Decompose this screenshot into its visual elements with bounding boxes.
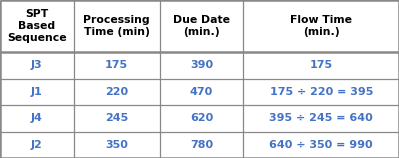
Text: 175: 175 [105,60,128,70]
Text: 175: 175 [310,60,333,70]
Text: 470: 470 [190,87,213,97]
Text: Flow Time
(min.): Flow Time (min.) [290,15,352,37]
Text: J3: J3 [31,60,43,70]
Text: 245: 245 [105,113,128,123]
Text: 175 ÷ 220 = 395: 175 ÷ 220 = 395 [269,87,373,97]
Text: 620: 620 [190,113,213,123]
Text: 395 ÷ 245 = 640: 395 ÷ 245 = 640 [269,113,373,123]
Text: 780: 780 [190,140,213,150]
Text: J4: J4 [31,113,43,123]
Text: 390: 390 [190,60,213,70]
Text: 350: 350 [105,140,128,150]
Text: J2: J2 [31,140,43,150]
Text: 220: 220 [105,87,128,97]
Text: SPT
Based
Sequence: SPT Based Sequence [7,9,67,43]
Text: J1: J1 [31,87,43,97]
Text: Processing
Time (min): Processing Time (min) [83,15,150,37]
Text: Due Date
(min.): Due Date (min.) [173,15,230,37]
Text: 640 ÷ 350 = 990: 640 ÷ 350 = 990 [269,140,373,150]
